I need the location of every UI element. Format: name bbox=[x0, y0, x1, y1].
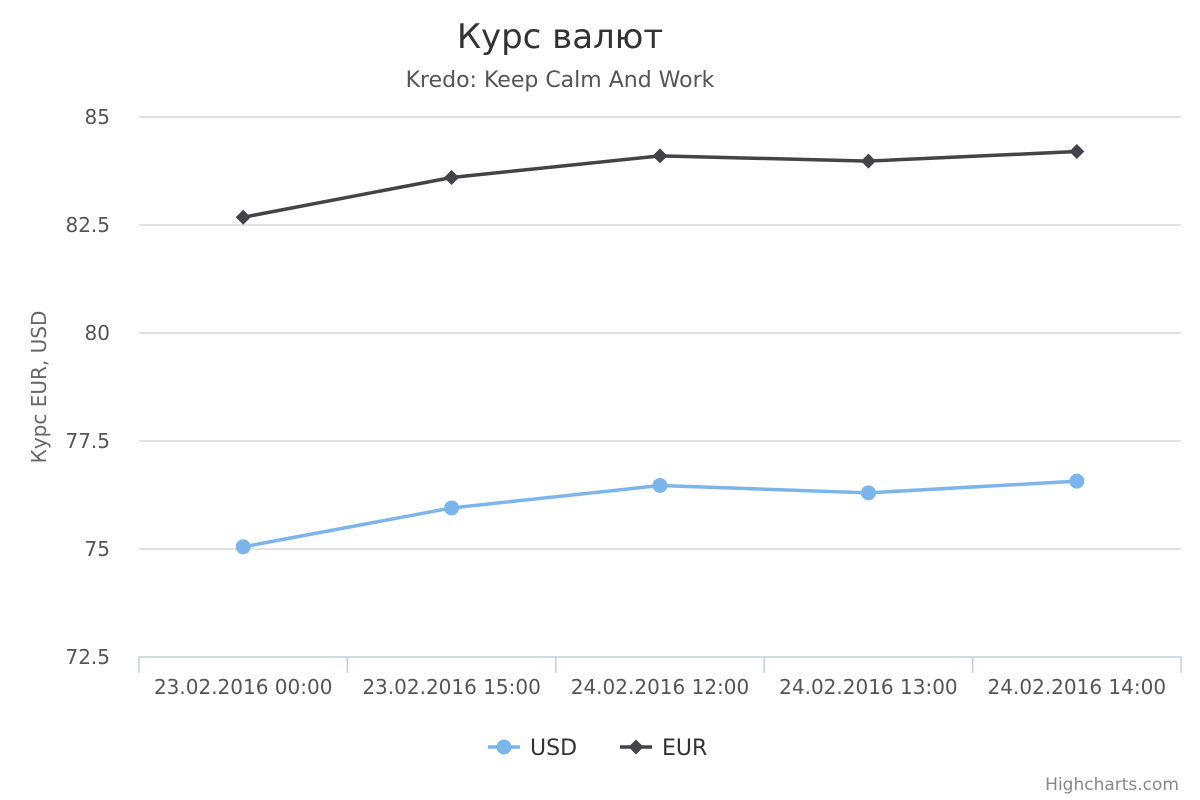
x-tick-label: 24.02.2016 14:00 bbox=[988, 675, 1167, 699]
data-point[interactable] bbox=[652, 148, 668, 164]
legend-label: USD bbox=[530, 736, 577, 761]
credits-link[interactable]: Highcharts.com bbox=[1045, 775, 1179, 795]
x-tick-label: 24.02.2016 12:00 bbox=[571, 675, 750, 699]
legend-marker bbox=[628, 739, 644, 755]
chart-subtitle: Kredo: Keep Calm And Work bbox=[406, 68, 715, 93]
x-axis-tick-labels: 23.02.2016 00:00 23.02.2016 15:00 24.02.20… bbox=[154, 675, 1166, 699]
data-point[interactable] bbox=[235, 539, 251, 555]
x-tick-label: 23.02.2016 00:00 bbox=[154, 675, 333, 699]
x-tick-label: 24.02.2016 13:00 bbox=[779, 675, 958, 699]
data-point[interactable] bbox=[1069, 144, 1085, 160]
legend[interactable]: USD EUR bbox=[488, 736, 707, 761]
x-tick-label: 23.02.2016 15:00 bbox=[362, 675, 541, 699]
legend-marker bbox=[496, 739, 512, 755]
data-point[interactable] bbox=[860, 485, 876, 501]
y-tick-label: 72.5 bbox=[65, 645, 110, 669]
data-point[interactable] bbox=[1069, 473, 1085, 489]
data-point[interactable] bbox=[860, 153, 876, 169]
series-eur[interactable] bbox=[235, 144, 1085, 225]
legend-label: EUR bbox=[662, 736, 707, 761]
chart-title: Курс валют bbox=[457, 17, 663, 57]
data-point[interactable] bbox=[444, 500, 460, 516]
y-tick-label: 82.5 bbox=[65, 213, 110, 237]
series-lines bbox=[235, 144, 1085, 555]
series-usd[interactable] bbox=[235, 473, 1085, 555]
legend-item-usd[interactable]: USD bbox=[488, 736, 577, 761]
y-axis-tick-labels: 72.5 75 77.5 80 82.5 85 bbox=[65, 105, 110, 669]
y-tick-label: 85 bbox=[85, 105, 110, 129]
legend-item-eur[interactable]: EUR bbox=[620, 736, 707, 761]
x-axis bbox=[138, 656, 1182, 673]
y-tick-label: 75 bbox=[85, 537, 110, 561]
grid-lines bbox=[139, 116, 1181, 550]
data-point[interactable] bbox=[444, 169, 460, 185]
y-tick-label: 80 bbox=[85, 321, 110, 345]
y-axis-title: Курс EUR, USD bbox=[27, 311, 51, 464]
data-point[interactable] bbox=[235, 209, 251, 225]
data-point[interactable] bbox=[652, 477, 668, 493]
y-tick-label: 77.5 bbox=[65, 429, 110, 453]
